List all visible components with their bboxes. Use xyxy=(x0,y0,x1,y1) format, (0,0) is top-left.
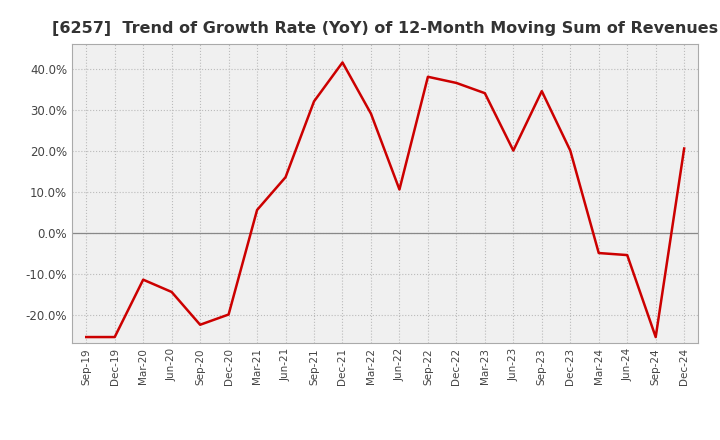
Title: [6257]  Trend of Growth Rate (YoY) of 12-Month Moving Sum of Revenues: [6257] Trend of Growth Rate (YoY) of 12-… xyxy=(52,21,719,36)
